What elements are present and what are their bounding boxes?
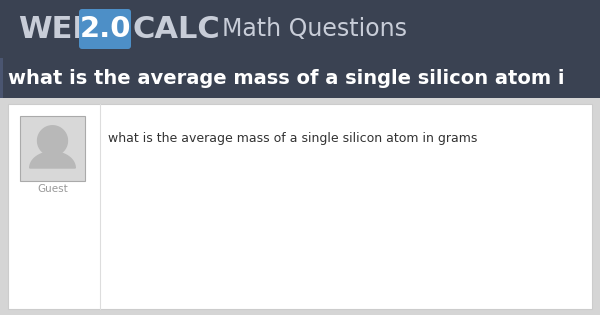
Polygon shape: [30, 152, 75, 168]
Text: CALC: CALC: [132, 14, 220, 43]
Text: Math Questions: Math Questions: [222, 17, 407, 41]
Text: Guest: Guest: [37, 184, 68, 194]
Bar: [0, 98, 600, 315]
Bar: [20, 116, 85, 181]
Polygon shape: [38, 126, 67, 156]
Bar: [0, 0, 600, 58]
Bar: [0, 58, 3, 98]
Bar: [0, 58, 600, 98]
Text: what is the average mass of a single silicon atom i: what is the average mass of a single sil…: [8, 68, 565, 88]
Bar: [8, 104, 592, 309]
Text: 2.0: 2.0: [79, 15, 131, 43]
Text: what is the average mass of a single silicon atom in grams: what is the average mass of a single sil…: [108, 132, 478, 145]
FancyBboxPatch shape: [79, 9, 131, 49]
Text: WEB: WEB: [18, 14, 95, 43]
